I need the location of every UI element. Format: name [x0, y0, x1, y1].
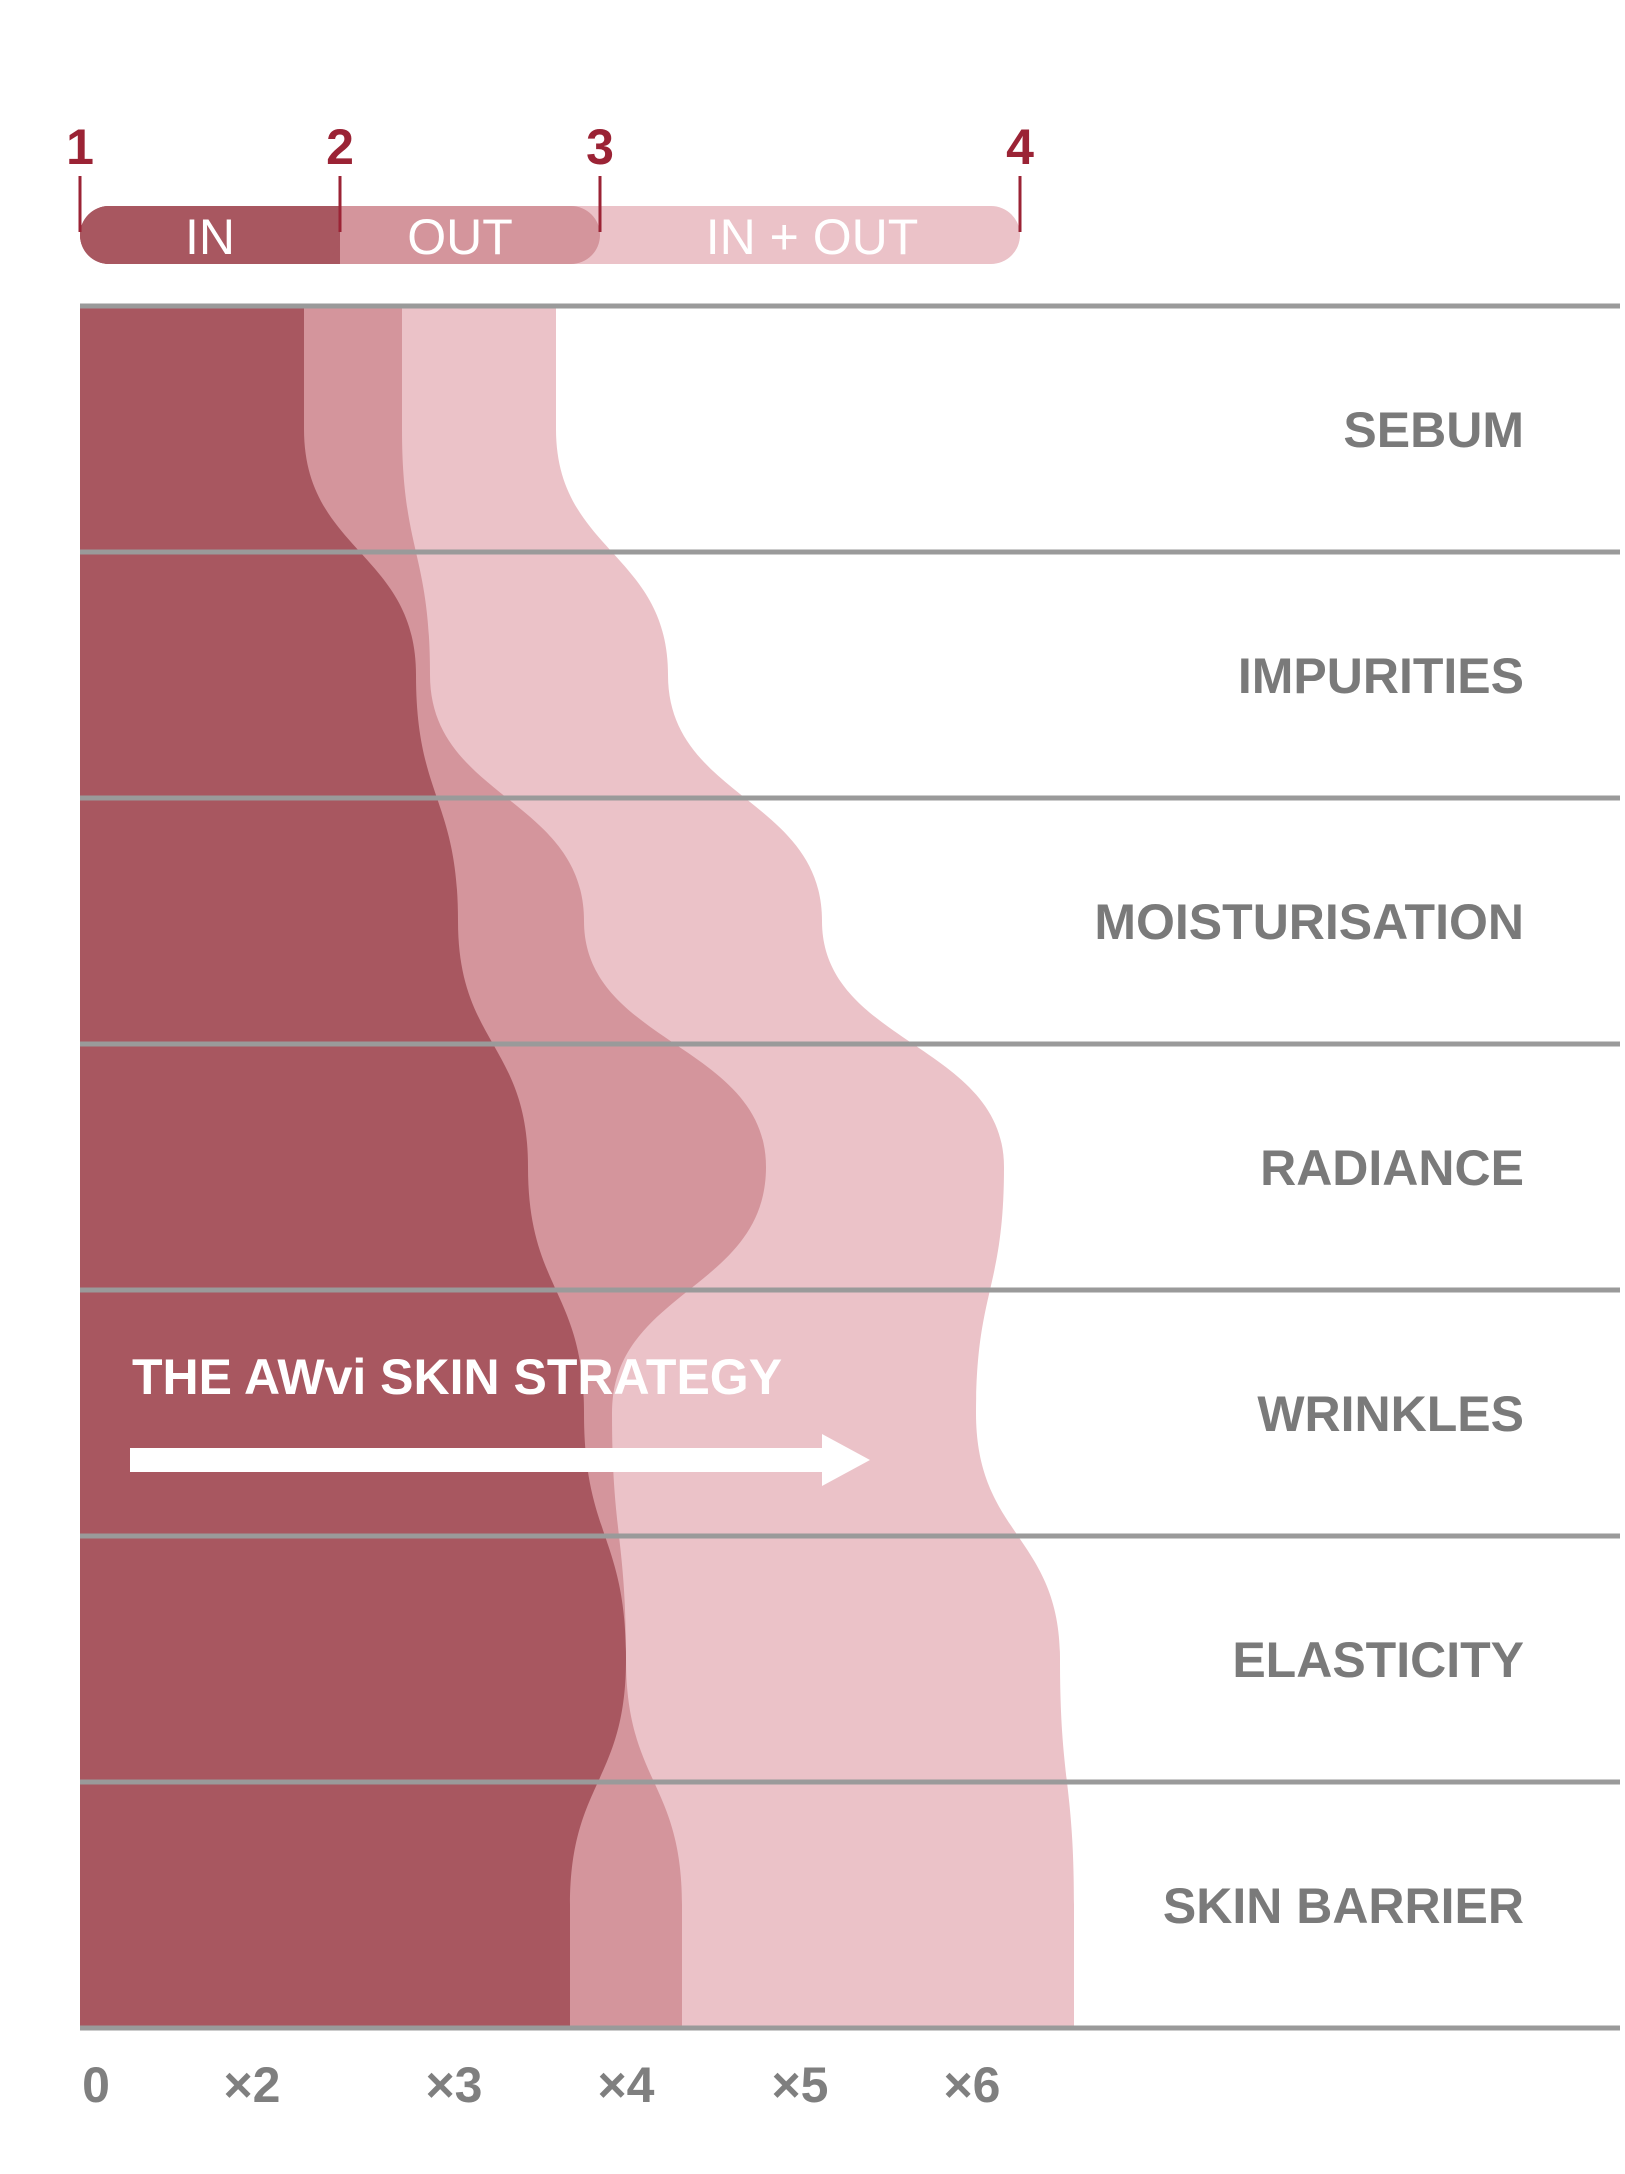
x-tick-label: ×6: [943, 2057, 1000, 2113]
annotation-arrow-shaft: [130, 1448, 830, 1472]
x-tick-label: 0: [82, 2057, 110, 2113]
row-label-wrinkles: WRINKLES: [1257, 1386, 1524, 1442]
area-series-in: [80, 306, 626, 2028]
x-tick-label: ×4: [597, 2057, 654, 2113]
segment-label-out: OUT: [407, 209, 513, 265]
row-labels: SEBUM IMPURITIES MOISTURISATION RADIANCE WRI…: [1094, 402, 1524, 1934]
row-label-moisturisation: MOISTURISATION: [1094, 894, 1524, 950]
annotation-arrow-head: [822, 1434, 870, 1486]
gridlines: [80, 303, 1620, 2031]
x-tick-label: ×2: [223, 2057, 280, 2113]
row-label-radiance: RADIANCE: [1260, 1140, 1524, 1196]
row-label-impurities: IMPURITIES: [1238, 648, 1524, 704]
scale-segment-in-end: [80, 206, 340, 264]
x-axis-ticks: 0 ×2 ×3 ×4 ×5 ×6: [82, 2057, 1000, 2113]
row-label-sebum: SEBUM: [1343, 402, 1524, 458]
segment-label-in-out: IN + OUT: [706, 209, 919, 265]
strategy-annotation: THE AWvi SKIN STRATEGY: [130, 1349, 870, 1486]
scale-marker-4: 4: [1006, 119, 1034, 175]
scale-marker-1: 1: [66, 119, 94, 175]
row-label-elasticity: ELASTICITY: [1232, 1632, 1524, 1688]
plot-areas: [80, 306, 1074, 2028]
scale-bar: 1 2 3 4 IN OUT IN + OUT: [66, 119, 1034, 265]
scale-marker-3: 3: [586, 119, 614, 175]
annotation-text: THE AWvi SKIN STRATEGY: [132, 1349, 782, 1405]
x-tick-label: ×3: [425, 2057, 482, 2113]
scale-marker-2: 2: [326, 119, 354, 175]
row-label-skin-barrier: SKIN BARRIER: [1163, 1878, 1524, 1934]
segment-label-in: IN: [185, 209, 235, 265]
x-tick-label: ×5: [771, 2057, 828, 2113]
